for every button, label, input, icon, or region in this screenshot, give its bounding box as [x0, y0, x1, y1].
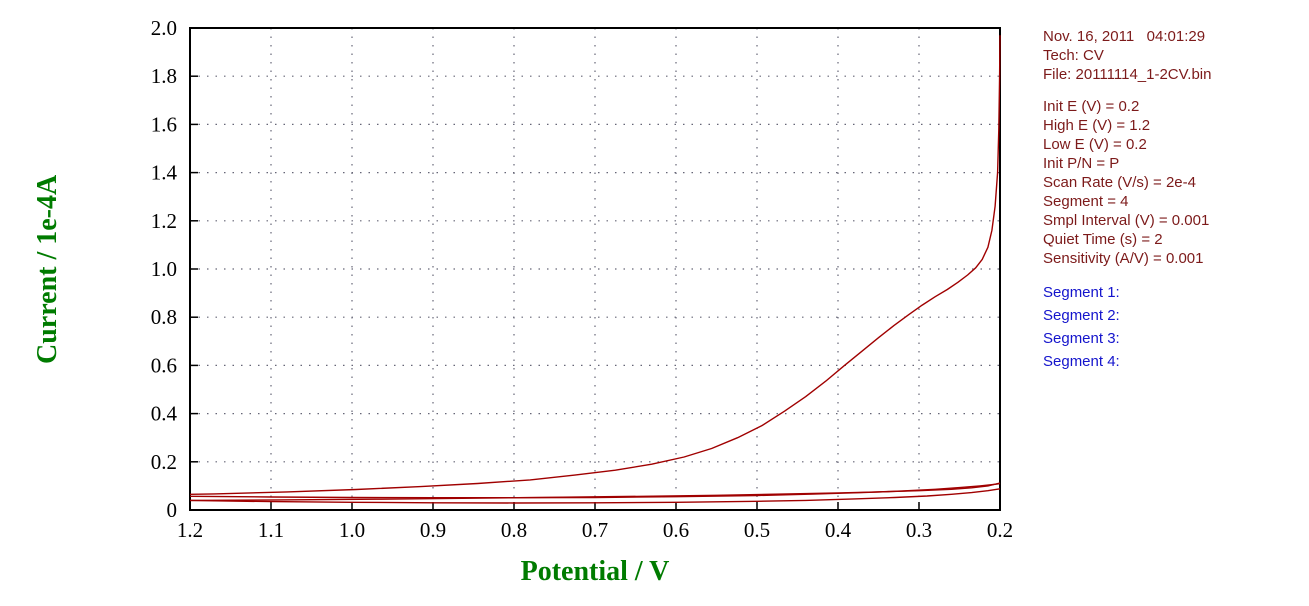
- svg-text:0.4: 0.4: [151, 402, 178, 426]
- svg-text:0: 0: [167, 498, 178, 522]
- grid-lines: [190, 28, 1000, 510]
- svg-text:0.2: 0.2: [987, 518, 1013, 542]
- svg-text:0.6: 0.6: [663, 518, 689, 542]
- svg-text:0.3: 0.3: [906, 518, 932, 542]
- x-tick-labels: 1.2 1.1 1.0 0.9 0.8 0.7 0.6 0.5 0.4 0.3 0.2: [177, 518, 1013, 542]
- datetime-text: Nov. 16, 2011 04:01:29: [1043, 28, 1206, 45]
- svg-text:0.4: 0.4: [825, 518, 852, 542]
- svg-text:1.2: 1.2: [177, 518, 203, 542]
- parameters-block: Init E (V) = 0.2 High E (V) = 1.2 Low E …: [1043, 97, 1303, 268]
- technique-text: Tech: CV: [1043, 47, 1104, 64]
- svg-text:1.1: 1.1: [258, 518, 284, 542]
- x-axis-title: Potential / V: [520, 556, 670, 587]
- svg-text:2.0: 2.0: [151, 16, 177, 40]
- svg-text:1.2: 1.2: [151, 209, 177, 233]
- file-header-block: Nov. 16, 2011 04:01:29 Tech: CV File: 20…: [1043, 27, 1303, 84]
- param-segment: Segment = 4: [1043, 193, 1129, 210]
- y-tick-labels: 0 0.2 0.4 0.6 0.8 1.0 1.2 1.4 1.6 1.8 2.0: [151, 16, 178, 522]
- svg-text:1.0: 1.0: [151, 257, 177, 281]
- cv-curve-segment-4: [189, 482, 1001, 499]
- y-axis-title: Current / 1e-4A: [32, 174, 63, 364]
- param-scan-rate: Scan Rate (V/s) = 2e-4: [1043, 174, 1196, 191]
- param-init-e: Init E (V) = 0.2: [1043, 98, 1140, 115]
- svg-text:0.7: 0.7: [582, 518, 608, 542]
- svg-text:1.8: 1.8: [151, 64, 177, 88]
- svg-text:0.5: 0.5: [744, 518, 770, 542]
- svg-text:1.6: 1.6: [151, 112, 177, 136]
- segment-3-label: Segment 3:: [1043, 330, 1120, 347]
- segment-1-label: Segment 1:: [1043, 284, 1120, 301]
- param-smpl-interval: Smpl Interval (V) = 0.001: [1043, 212, 1210, 229]
- segment-2-label: Segment 2:: [1043, 307, 1120, 324]
- filename-text: File: 20111114_1-2CV.bin: [1043, 66, 1212, 83]
- svg-text:0.2: 0.2: [151, 450, 177, 474]
- svg-text:0.6: 0.6: [151, 353, 177, 377]
- segments-block: Segment 1: Segment 2: Segment 3: Segment…: [1043, 281, 1303, 373]
- param-init-pn: Init P/N = P: [1043, 155, 1120, 172]
- cv-curve-segment-3: [189, 482, 1001, 502]
- experiment-info-panel: Nov. 16, 2011 04:01:29 Tech: CV File: 20…: [1043, 27, 1303, 386]
- cv-plot-canvas: 1.2 1.1 1.0 0.9 0.8 0.7 0.6 0.5 0.4 0.3 0.2 0 0.2 0.4…: [151, 16, 1013, 542]
- cv-curve-segment-2: [189, 488, 1001, 504]
- param-high-e: High E (V) = 1.2: [1043, 117, 1151, 134]
- svg-text:1.4: 1.4: [151, 161, 178, 185]
- param-sensitivity: Sensitivity (A/V) = 0.001: [1043, 250, 1204, 267]
- param-quiet-time: Quiet Time (s) = 2: [1043, 231, 1163, 248]
- param-low-e: Low E (V) = 0.2: [1043, 136, 1147, 153]
- cv-curve-segment-1: [189, 35, 1001, 495]
- segment-4-label: Segment 4:: [1043, 353, 1120, 370]
- svg-text:1.0: 1.0: [339, 518, 365, 542]
- svg-text:0.8: 0.8: [151, 305, 177, 329]
- svg-text:0.8: 0.8: [501, 518, 527, 542]
- svg-text:0.9: 0.9: [420, 518, 446, 542]
